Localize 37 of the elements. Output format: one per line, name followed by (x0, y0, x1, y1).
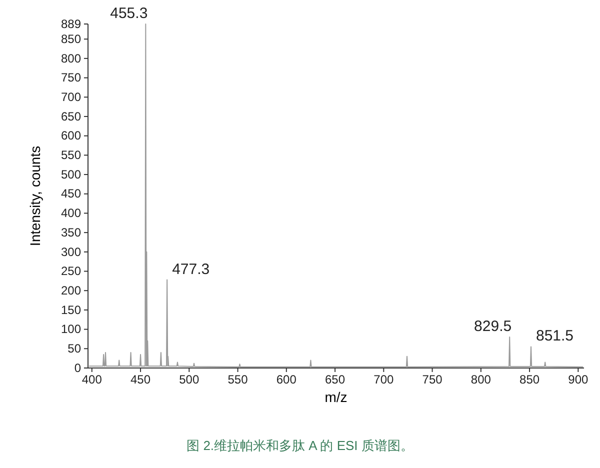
y-tick-label: 550 (60, 148, 82, 162)
x-tick-label: 900 (568, 372, 588, 387)
x-tick-label: 600 (276, 372, 297, 387)
annotation: 851.5 (536, 328, 574, 345)
y-tick-label: 250 (60, 264, 82, 278)
x-tick-label: 700 (374, 372, 394, 387)
y-tick-label: 750 (60, 70, 82, 85)
y-tick-label: 650 (60, 109, 82, 124)
y-tick-label: 50 (68, 341, 82, 356)
x-tick-label: 450 (130, 372, 151, 387)
y-tick-label: 450 (60, 186, 82, 201)
y-tick-label: 400 (60, 206, 82, 220)
y-axis-title: Intensity, counts (27, 146, 43, 246)
y-tick-label: 150 (60, 302, 82, 317)
y-tick-label: 600 (60, 128, 82, 143)
y-tick-label: 500 (60, 167, 82, 182)
x-tick-label: 550 (228, 372, 248, 387)
x-axis-title: m/z (324, 389, 348, 405)
y-tick-label: 800 (60, 51, 82, 66)
y-tick-label: 0 (74, 360, 82, 375)
caption: 图 2.维拉帕米和多肽 A 的 ESI 质谱图。 (186, 438, 414, 453)
y-tick-label: 350 (60, 225, 82, 240)
x-tick-label: 650 (325, 372, 346, 387)
x-tick-label: 800 (470, 372, 492, 387)
x-tick-label: 750 (422, 372, 443, 387)
x-tick-label: 400 (82, 372, 102, 387)
x-tick-label: 850 (520, 372, 540, 387)
y-tick-label: 100 (60, 322, 82, 336)
x-tick-label: 500 (179, 372, 200, 387)
y-tick-label: 300 (60, 244, 82, 259)
y-tick-label: 850 (60, 32, 82, 46)
annotation: 455.3 (110, 5, 148, 22)
y-tick-label: 700 (60, 90, 82, 104)
y-tick-label: 889 (60, 16, 82, 31)
y-tick-label: 200 (60, 283, 82, 298)
annotation: 477.3 (172, 260, 210, 278)
annotation: 829.5 (474, 318, 512, 336)
